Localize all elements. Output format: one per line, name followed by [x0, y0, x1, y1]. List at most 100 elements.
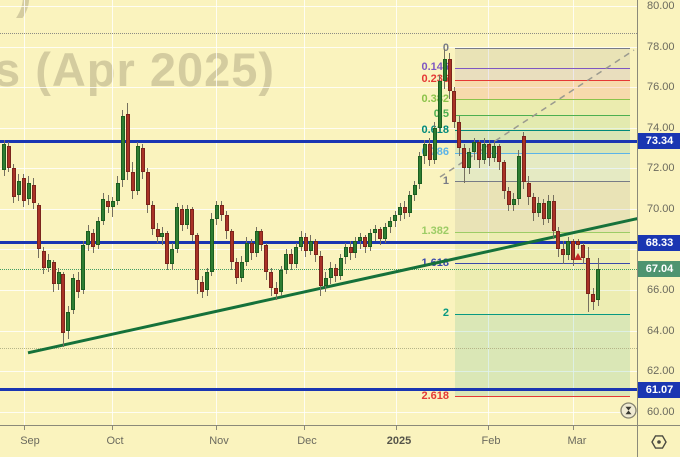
candle [338, 257, 343, 276]
candle [120, 115, 125, 181]
horizontal-gridline [0, 371, 637, 373]
candle [536, 202, 541, 213]
candle [214, 204, 219, 219]
candle [502, 162, 506, 191]
fib-level-line [455, 263, 630, 265]
candle [244, 243, 249, 262]
price-axis-label: 72.00 [647, 162, 675, 175]
candle [200, 281, 204, 292]
candle [472, 141, 477, 152]
candle [477, 141, 482, 161]
candle [26, 182, 31, 199]
fib-band [455, 48, 630, 68]
candle [462, 148, 467, 169]
candle [110, 200, 115, 207]
fib-level-label: 2 [442, 307, 449, 320]
candle [71, 277, 76, 311]
candle [511, 198, 516, 205]
vertical-gridline [304, 0, 305, 425]
candle [160, 233, 165, 238]
fib-level-label: 0.786 [379, 147, 449, 158]
candle [521, 135, 526, 183]
dotted-reference-line [0, 347, 637, 349]
price-axis-label: 64.00 [647, 324, 675, 337]
gear-icon[interactable] [650, 433, 668, 451]
fib-level-line [455, 396, 630, 397]
candle [2, 144, 6, 171]
candle [373, 229, 378, 234]
horizontal-gridline [0, 87, 637, 89]
candle [31, 184, 36, 203]
candle [576, 241, 581, 246]
candle [571, 241, 576, 260]
candle [487, 144, 492, 159]
candle [427, 144, 432, 161]
fib-band [455, 263, 630, 314]
price-axis-label: 60.00 [647, 405, 675, 418]
candle [482, 144, 487, 161]
candle [76, 279, 81, 292]
price-badge: 68.33 [638, 234, 680, 251]
fib-level-label: 1.618 [421, 256, 449, 269]
price-axis[interactable]: 80.00 78.00 76.00 74.00 72.00 70.00 66.00 64.00… [637, 0, 680, 425]
candle [333, 267, 338, 276]
candle [442, 58, 447, 82]
candle [402, 206, 407, 213]
chart-canvas[interactable]: ) s (Apr 2025) 00.1460.2360.3820.50.6180… [0, 0, 637, 425]
candle [308, 241, 313, 252]
price-axis-label: 66.00 [647, 284, 675, 296]
fib-level-line [455, 313, 630, 315]
candle [254, 231, 259, 254]
fib-level-label: 0.146 [421, 61, 449, 74]
fib-level-line [455, 231, 630, 233]
candle [467, 152, 472, 169]
candle [299, 237, 303, 248]
candle [175, 206, 180, 250]
vertical-gridline [573, 0, 574, 425]
candle [46, 259, 51, 268]
fib-level-label: 2.618 [421, 389, 449, 402]
fib-level-label: 0.236 [421, 73, 449, 86]
candle [264, 245, 269, 272]
candle [546, 200, 551, 220]
candle [422, 144, 427, 157]
candle [323, 277, 328, 286]
time-axis[interactable]: Sep Oct Nov Dec 2025 Feb Mar [0, 425, 637, 457]
price-axis-label: 78.00 [647, 40, 675, 53]
candle [437, 81, 442, 128]
candle [561, 249, 566, 256]
candle [388, 221, 393, 228]
candle [551, 200, 556, 232]
candle [229, 231, 234, 262]
horizontal-gridline [0, 6, 637, 8]
candle [66, 312, 71, 331]
candle [170, 249, 175, 264]
time-axis-label: Dec [297, 435, 317, 447]
candle [269, 271, 274, 288]
price-level-line [0, 139, 637, 143]
candle [353, 241, 358, 254]
candle [86, 231, 91, 246]
horizontal-gridline [0, 411, 637, 413]
vertical-gridline [488, 0, 489, 425]
candle [224, 214, 229, 232]
price-axis-label: 76.00 [647, 81, 675, 94]
fib-band [455, 313, 630, 396]
fib-level-label: 1 [442, 174, 449, 187]
price-axis-label: 70.00 [647, 202, 675, 215]
time-axis-tick [216, 426, 217, 430]
time-axis-tick [24, 426, 25, 430]
candle [155, 229, 160, 238]
candle [516, 156, 521, 199]
time-axis-label: Sep [20, 435, 40, 447]
fib-level-label: 0 [442, 41, 449, 54]
candle [303, 237, 308, 252]
symbol-watermark-fragment: ) [16, 0, 33, 19]
symbol-watermark: s (Apr 2025) [0, 43, 276, 96]
fib-band [455, 231, 630, 264]
candle [541, 202, 546, 219]
time-axis-label: 2025 [386, 435, 412, 447]
fib-level-line [455, 79, 630, 81]
candle-wick [374, 225, 376, 242]
candle [378, 229, 383, 240]
